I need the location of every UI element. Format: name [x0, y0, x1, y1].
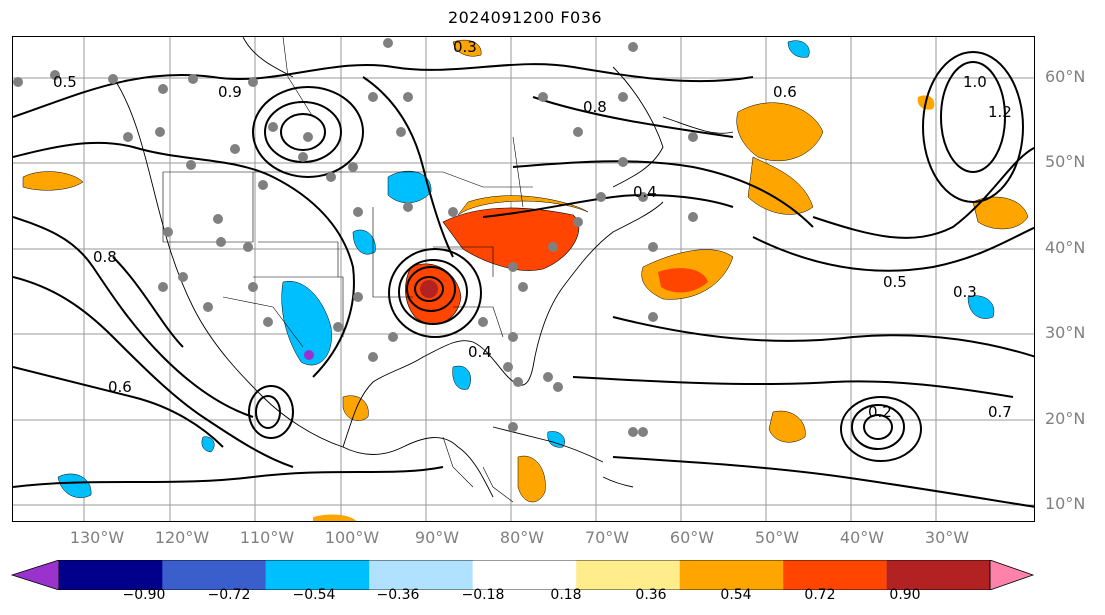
- contour-label: 0.2: [868, 403, 892, 421]
- contour-label: 0.3: [953, 283, 977, 301]
- colorbar-segment: [886, 560, 990, 590]
- colorbar-tick: 0.90: [889, 587, 921, 603]
- lon-label-90w: 90°W: [414, 528, 460, 547]
- negative-anomaly-fill: [57, 40, 995, 498]
- colorbar-tick: −0.36: [376, 587, 420, 603]
- contour-label: 0.6: [773, 83, 797, 101]
- colorbar-tick: −0.72: [207, 587, 251, 603]
- contour-label: 0.4: [468, 343, 492, 361]
- map-panel: 0.5 0.6 0.8 0.4 0.3 1.0 0.7 1.2 0.2 0.6 …: [12, 36, 1035, 522]
- coastlines: [112, 37, 734, 498]
- colorbar-segment: [265, 560, 370, 590]
- lat-label-40n: 40°N: [1045, 238, 1086, 257]
- lon-label-120w: 120°W: [154, 528, 210, 547]
- lon-label-30w: 30°W: [924, 528, 970, 547]
- lon-label-40w: 40°W: [839, 528, 885, 547]
- contour-label: 0.7: [988, 403, 1012, 421]
- lon-label-60w: 60°W: [669, 528, 715, 547]
- contour-label: 0.5: [53, 73, 77, 91]
- station-markers: [13, 38, 698, 437]
- contour-label: 0.6: [108, 378, 132, 396]
- lat-label-60n: 60°N: [1045, 67, 1086, 86]
- map-svg: 0.5 0.6 0.8 0.4 0.3 1.0 0.7 1.2 0.2 0.6 …: [13, 37, 1034, 521]
- colorbar-segment: [162, 560, 266, 590]
- colorbar-segment: [472, 560, 577, 590]
- colorbar-extend-high: [989, 560, 1035, 590]
- contour-lines: [13, 51, 1034, 508]
- lon-label-110w: 110°W: [239, 528, 295, 547]
- political-boundaries: [162, 37, 533, 503]
- contour-label: 0.5: [883, 273, 907, 291]
- colorbar-tick: −0.18: [461, 587, 505, 603]
- colorbar-segment: [783, 560, 887, 590]
- colorbar-segment: [59, 560, 163, 590]
- contour-labels: 0.5 0.6 0.8 0.4 0.3 1.0 0.7 1.2 0.2 0.6 …: [53, 38, 1012, 421]
- colorbar-segment: [369, 560, 473, 590]
- contour-label: 1.0: [963, 73, 987, 91]
- contour-label: 0.8: [93, 248, 117, 266]
- lat-label-50n: 50°N: [1045, 152, 1086, 171]
- contour-label: 0.8: [583, 98, 607, 116]
- contour-label: 0.3: [453, 38, 477, 56]
- contour-label: 0.9: [218, 83, 242, 101]
- lon-label-70w: 70°W: [584, 528, 630, 547]
- colorbar-tick: 0.18: [550, 587, 582, 603]
- contour-label: 0.4: [633, 183, 657, 201]
- lon-label-80w: 80°W: [499, 528, 545, 547]
- lon-label-100w: 100°W: [324, 528, 380, 547]
- colorbar-outline: [58, 560, 991, 590]
- colorbar-tick: 0.54: [720, 587, 752, 603]
- lon-label-50w: 50°W: [754, 528, 800, 547]
- colorbar-segment: [679, 560, 784, 590]
- colorbar-tick: −0.54: [292, 587, 336, 603]
- lon-label-130w: 130°W: [69, 528, 125, 547]
- map-title: 2024091200 F036: [447, 8, 603, 27]
- lat-label-20n: 20°N: [1045, 409, 1086, 428]
- lat-label-10n: 10°N: [1045, 494, 1086, 513]
- colorbar-extend-low: [10, 560, 60, 590]
- colorbar: [10, 560, 1035, 590]
- colorbar-tick: 0.72: [804, 587, 836, 603]
- colorbar-segment: [576, 560, 680, 590]
- contour-label: 1.2: [988, 103, 1012, 121]
- colorbar-tick: 0.36: [635, 587, 667, 603]
- colorbar-tick: −0.90: [122, 587, 166, 603]
- lat-label-30n: 30°N: [1045, 323, 1086, 342]
